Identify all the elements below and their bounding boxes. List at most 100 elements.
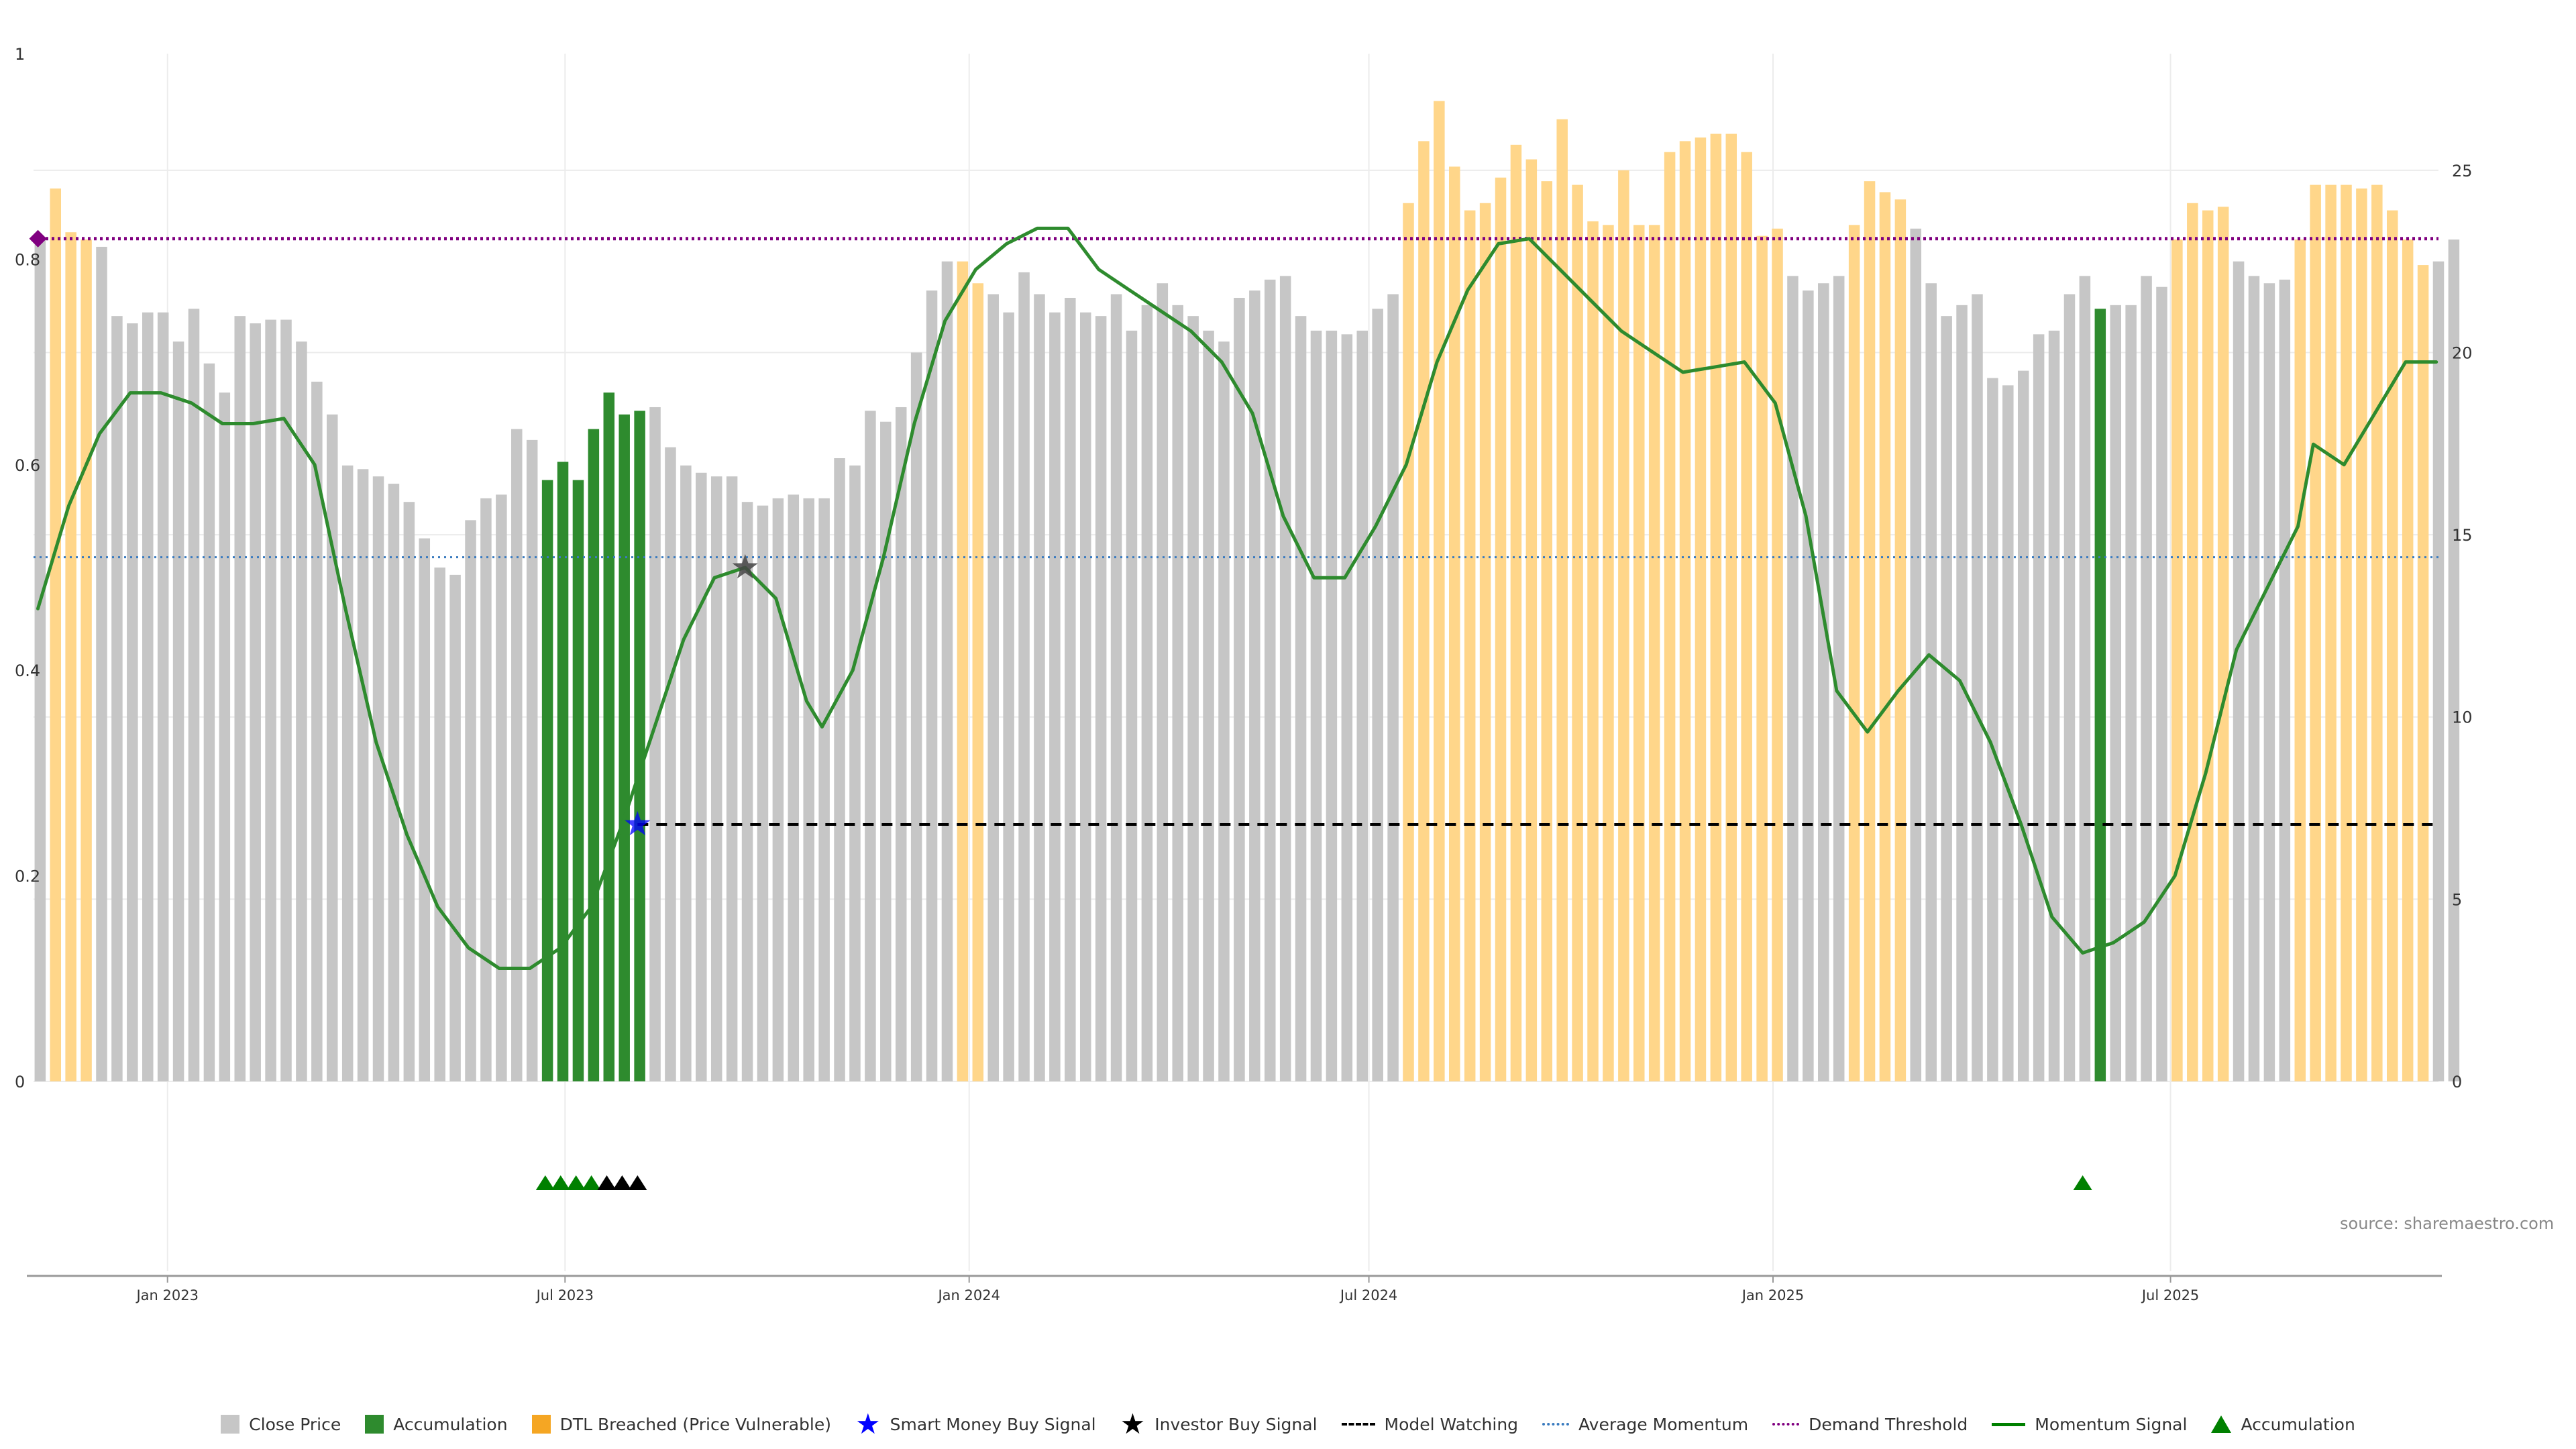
dtl-breached-bar [1679,141,1691,1082]
dtl-breached-bar [50,189,61,1081]
x-axis-tick-label: Jan 2025 [1741,1287,1805,1303]
close-price-bar [1003,312,1014,1081]
dtl-breached-bar [1418,141,1430,1082]
close-price-bar [1925,283,1937,1081]
close-price-bar [1110,294,1122,1081]
accumulation-triangle [566,1175,586,1190]
legend-label: Accumulation [393,1414,508,1434]
dtl-breached-bar [1772,228,1783,1081]
close-price-bar [2033,334,2045,1082]
close-price-bar [157,312,169,1081]
close-price-bar [1972,294,1983,1081]
close-price-bar [1095,316,1107,1081]
close-price-bar [1034,294,1045,1081]
x-axis-tick-label: Jan 2023 [135,1287,199,1303]
legend-label: Demand Threshold [1809,1414,1968,1434]
close-price-bar [341,465,354,1081]
accumulation-bar [572,480,584,1081]
dtl-breached-bar [1572,184,1583,1081]
dtl-breached-bar [1725,133,1737,1082]
close-price-bar [2110,305,2121,1081]
close-price-bar [1803,290,1814,1081]
accumulation-bar [557,462,569,1081]
dtl-breached-bar [1633,225,1645,1081]
legend-item: Accumulation [365,1414,508,1434]
legend-square-icon [365,1415,384,1434]
legend-item: Demand Threshold [1772,1415,1968,1434]
dtl-breached-bar [1434,101,1445,1081]
dtl-breached-bar [65,232,76,1081]
legend-star-icon: ★ [1120,1407,1146,1440]
close-price-bar [2432,261,2445,1082]
dtl-breached-bar [1525,159,1538,1081]
dtl-breached-bar [1618,170,1629,1081]
dtl-breached-bar [1603,225,1614,1081]
dtl-breached-bar [2371,184,2383,1081]
close-price-bar [34,239,46,1081]
momentum-signal [36,226,2438,970]
right-axis-tick-label: 25 [2452,162,2473,180]
close-price-bar [1065,297,1076,1081]
close-price-bar [665,447,676,1081]
close-price-bar [2156,286,2167,1081]
dtl-breached-bar [2341,184,2352,1081]
close-price-bar [2002,385,2014,1081]
accumulation-bar [588,429,600,1081]
dtl-breached-bar [2325,184,2337,1081]
momentum-signal-line [36,226,2438,970]
dtl-breached-bar [2310,184,2321,1081]
x-axis-tick-label: Jul 2023 [535,1287,594,1303]
close-price-bar [895,407,907,1081]
close-price-bar [1018,272,1030,1081]
close-price-bar [2017,370,2029,1081]
close-price-bar [2263,283,2275,1081]
close-price-bar [372,476,384,1081]
close-price-bar [265,319,276,1082]
close-price-bar [434,568,445,1081]
legend-label: Average Momentum [1578,1414,1749,1434]
legend-item: Model Watching [1341,1414,1519,1434]
legend-label: Accumulation [2241,1414,2355,1434]
close-price-bar [419,538,431,1081]
accumulation-triangle-black [628,1175,647,1190]
close-price-bar [234,316,246,1081]
dtl-breached-bar [1648,225,1660,1081]
price-bars [34,101,2460,1082]
accumulation-triangle [2073,1175,2092,1190]
left-axis-tick-label: 0.6 [15,456,40,475]
investor-buy-star [732,554,758,579]
close-price-bar [127,323,138,1082]
close-price-bar [849,465,861,1081]
dtl-breached-bar [1510,144,1522,1082]
close-price-bar [311,381,323,1081]
close-price-bar [1249,290,1260,1081]
demand-threshold-diamond [29,229,47,248]
close-price-bar [2141,276,2152,1081]
legend-dash-icon [1341,1423,1375,1426]
close-price-bar [772,498,784,1081]
legend-item: Average Momentum [1542,1415,1748,1434]
close-price-bar [1172,305,1183,1081]
close-price-bar [1187,316,1199,1081]
close-price-bar [1079,312,1091,1081]
dtl-breached-bar [2202,210,2214,1082]
right-axis-tick-label: 15 [2452,526,2473,545]
dtl-breached-bar [1756,235,1768,1081]
close-price-bar [203,363,215,1081]
dtl-breached-bar [1894,199,1907,1082]
close-price-bar [2079,276,2091,1081]
accumulation-triangle [582,1175,601,1190]
accumulation-bar [2094,309,2106,1081]
legend-dotted-line-icon [1542,1423,1570,1426]
close-price-bar [649,407,661,1081]
legend-label: Model Watching [1384,1414,1519,1434]
close-price-bar [1341,334,1353,1082]
close-price-bar [1818,283,1829,1081]
close-price-bar [403,502,415,1081]
legend-item: ★ Smart Money Buy Signal [855,1410,1096,1438]
dtl-breached-bar [2171,239,2183,1081]
dtl-breached-bar [1464,210,1476,1082]
dtl-breached-bar [1403,203,1414,1082]
close-price-bar [834,458,845,1081]
left-axis-tick-label: 0 [15,1073,25,1091]
